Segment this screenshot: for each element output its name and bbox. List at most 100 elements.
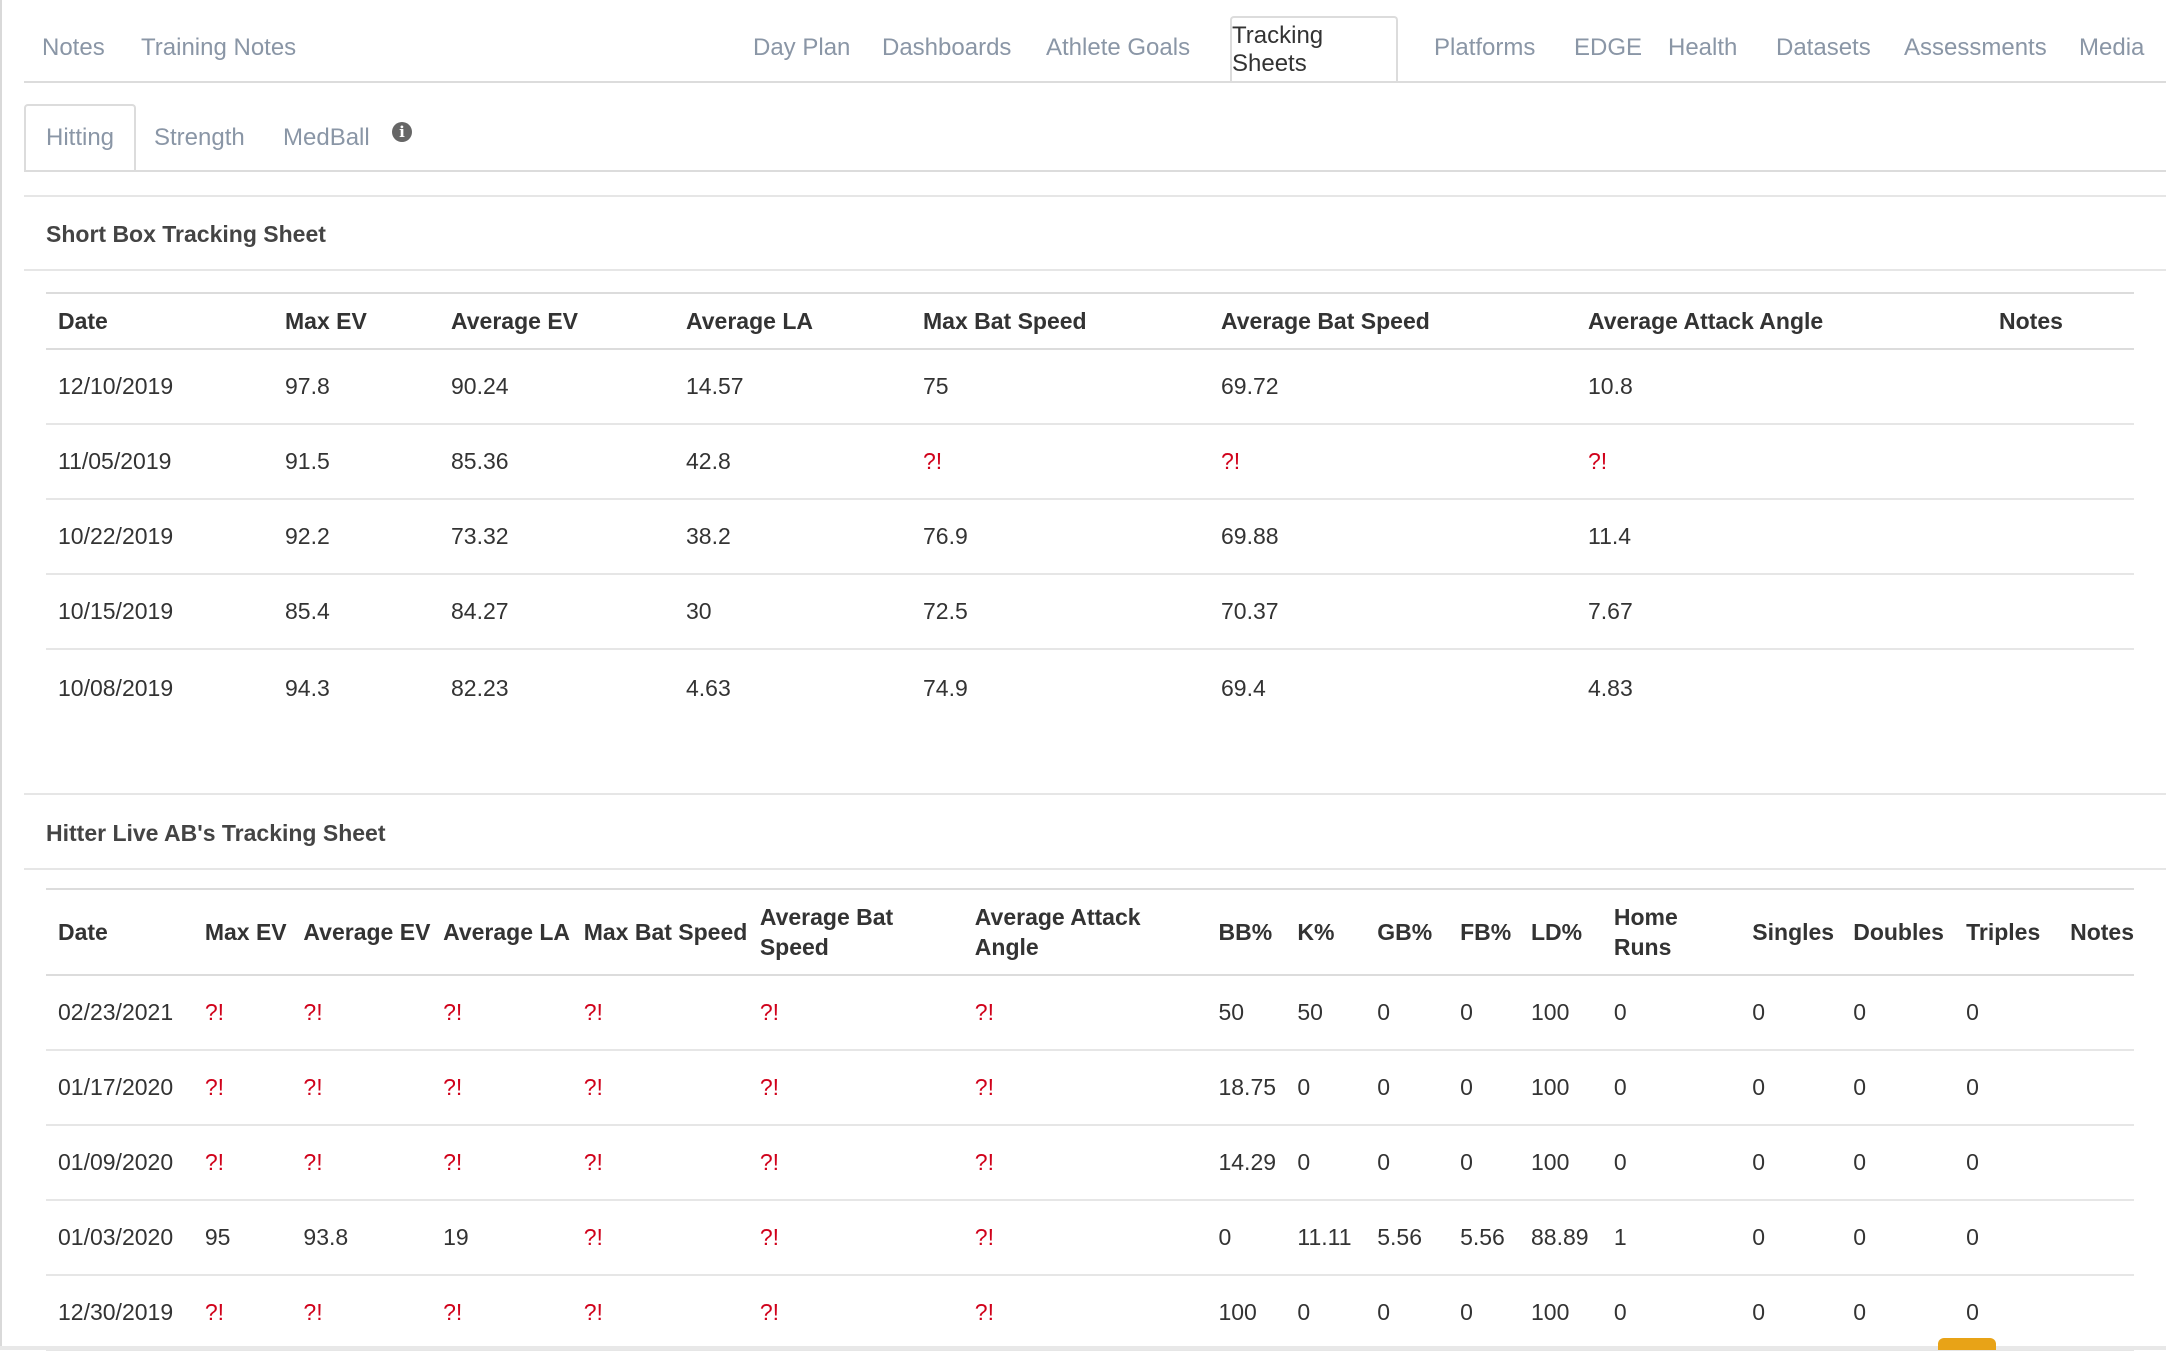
table-cell: 100 [1519, 1050, 1602, 1126]
table-cell: ?! [192, 1050, 292, 1126]
info-icon[interactable]: i [392, 122, 412, 142]
table-cell: 0 [1365, 1275, 1449, 1351]
tab-day-plan[interactable]: Day Plan [753, 34, 851, 61]
table-cell: 0 [1365, 1125, 1449, 1201]
col-header[interactable]: Average Attack Angle [1576, 292, 1987, 350]
tab-datasets[interactable]: Datasets [1776, 34, 1871, 61]
table-cell: 74.9 [923, 674, 968, 701]
subtab-hitting[interactable]: Hitting [24, 104, 136, 170]
table-cell: 0 [1841, 1200, 1955, 1276]
table-cell: ?! [291, 1275, 432, 1351]
col-header[interactable]: Notes [2058, 888, 2134, 976]
col-header[interactable]: Singles [1740, 888, 1842, 976]
table-cell: 12/30/2019 [46, 1275, 193, 1351]
col-header[interactable]: Average Attack Angle [962, 888, 1207, 976]
col-header[interactable]: Home Runs [1601, 888, 1741, 976]
tab-tracking-sheets[interactable]: Tracking Sheets [1230, 16, 1398, 81]
panel-divider [24, 868, 2166, 870]
col-header[interactable]: Notes [1987, 292, 2134, 350]
tab-edge[interactable]: EDGE [1574, 34, 1643, 61]
table-cell: 10.8 [1576, 349, 1987, 425]
col-header[interactable]: Average Bat Speed [747, 888, 963, 976]
tab-platforms[interactable]: Platforms [1434, 34, 1536, 61]
col-header[interactable]: Max Bat Speed [571, 888, 748, 976]
col-header[interactable]: Max EV [273, 292, 439, 350]
col-header[interactable]: Average LA [431, 888, 572, 976]
table-cell: 02/23/2021 [46, 975, 193, 1051]
table-cell: ?! [1209, 424, 1576, 500]
col-header[interactable]: Average EV [439, 292, 674, 350]
col-header[interactable]: Triples [1954, 888, 2059, 976]
tab-health[interactable]: Health [1668, 34, 1738, 61]
tab-training-notes[interactable]: Training Notes [141, 34, 297, 61]
table-header-row: Date Max EV Average EV Average LA Max Ba… [46, 888, 2134, 976]
table-cell: 42.8 [674, 424, 911, 500]
table-cell: 01/03/2020 [46, 1200, 193, 1276]
table-cell: ?! [431, 1125, 572, 1201]
table-cell: 12/10/2019 [46, 349, 273, 425]
table-cell: 01/17/2020 [46, 1050, 193, 1126]
table-cell: 0 [1841, 1125, 1955, 1201]
col-header[interactable]: Average EV [291, 888, 432, 976]
table-cell: 14.29 [1206, 1125, 1286, 1201]
table-cell [2058, 975, 2134, 1051]
col-header[interactable]: LD% [1519, 888, 1602, 976]
table-cell: 5.56 [1448, 1200, 1519, 1276]
table-cell: ?! [962, 1200, 1207, 1276]
table-row: 12/10/2019 97.8 90.24 14.57 75 69.72 10.8 [46, 349, 2134, 425]
col-header[interactable]: Max EV [192, 888, 292, 976]
table-cell: ?! [431, 975, 572, 1051]
chat-widget-tab[interactable] [1938, 1338, 1996, 1350]
table-cell: 38.2 [674, 499, 911, 575]
table-cell: 0 [1285, 1050, 1366, 1126]
table-cell: 0 [1740, 1125, 1842, 1201]
tab-assessments[interactable]: Assessments [1904, 34, 2047, 61]
table-cell: 70.37 [1209, 574, 1576, 650]
table-cell: ?! [962, 1125, 1207, 1201]
tab-media[interactable]: Media [2079, 34, 2145, 61]
table-cell: 0 [1601, 1125, 1741, 1201]
tab-athlete-goals[interactable]: Athlete Goals [1046, 34, 1191, 61]
table-cell [1987, 424, 2134, 500]
col-header[interactable]: FB% [1448, 888, 1519, 976]
col-header[interactable]: GB% [1365, 888, 1449, 976]
tab-notes[interactable]: Notes [42, 34, 105, 61]
table-row: 01/17/2020?!?!?!?!?!?! 18.75 0 0 0 100 0 0 0 0 [46, 1050, 2134, 1126]
table-cell [2058, 1125, 2134, 1201]
table-cell [1987, 499, 2134, 575]
table-cell: 90.24 [439, 349, 674, 425]
col-header[interactable]: K% [1285, 888, 1366, 976]
table-cell: 50 [1206, 975, 1286, 1051]
table-cell: 76.9 [911, 499, 1209, 575]
table-cell [1987, 574, 2134, 650]
table-cell: 72.5 [911, 574, 1209, 650]
table-cell: 11.4 [1576, 499, 1987, 575]
table-cell: 0 [1285, 1275, 1366, 1351]
table-row: 12/30/2019?!?!?!?!?!?! 100 0 0 0 100 0 0 0 0 [46, 1275, 2134, 1351]
table-cell: 0 [1740, 1275, 1842, 1351]
subtab-medball[interactable]: MedBall [283, 124, 370, 151]
col-header[interactable]: Date [46, 888, 193, 976]
table-cell: 10/08/2019 [58, 674, 174, 701]
table-cell: 92.2 [273, 499, 439, 575]
col-header[interactable]: Max Bat Speed [911, 292, 1209, 350]
table-cell: 01/09/2020 [46, 1125, 193, 1201]
table-cell: ?! [571, 1125, 748, 1201]
subtab-strength[interactable]: Strength [154, 124, 245, 151]
live-ab-panel: Hitter Live AB's Tracking Sheet [24, 793, 2166, 1355]
table-cell: 100 [1519, 1125, 1602, 1201]
table-cell: 1 [1601, 1200, 1741, 1276]
table-cell: 82.23 [451, 674, 509, 701]
table-cell: 0 [1841, 1050, 1955, 1126]
col-header[interactable]: Average Bat Speed [1209, 292, 1576, 350]
col-header[interactable]: BB% [1206, 888, 1286, 976]
col-header[interactable]: Doubles [1841, 888, 1955, 976]
col-header[interactable]: Date [46, 292, 273, 350]
table-cell [1987, 349, 2134, 425]
table-cell: 0 [1601, 975, 1741, 1051]
table-cell: 100 [1519, 1275, 1602, 1351]
col-header[interactable]: Average LA [674, 292, 911, 350]
table-row: 10/15/2019 85.4 84.27 30 72.5 70.37 7.67 [46, 574, 2134, 650]
tab-dashboards[interactable]: Dashboards [882, 34, 1012, 61]
table-cell [2058, 1200, 2134, 1276]
